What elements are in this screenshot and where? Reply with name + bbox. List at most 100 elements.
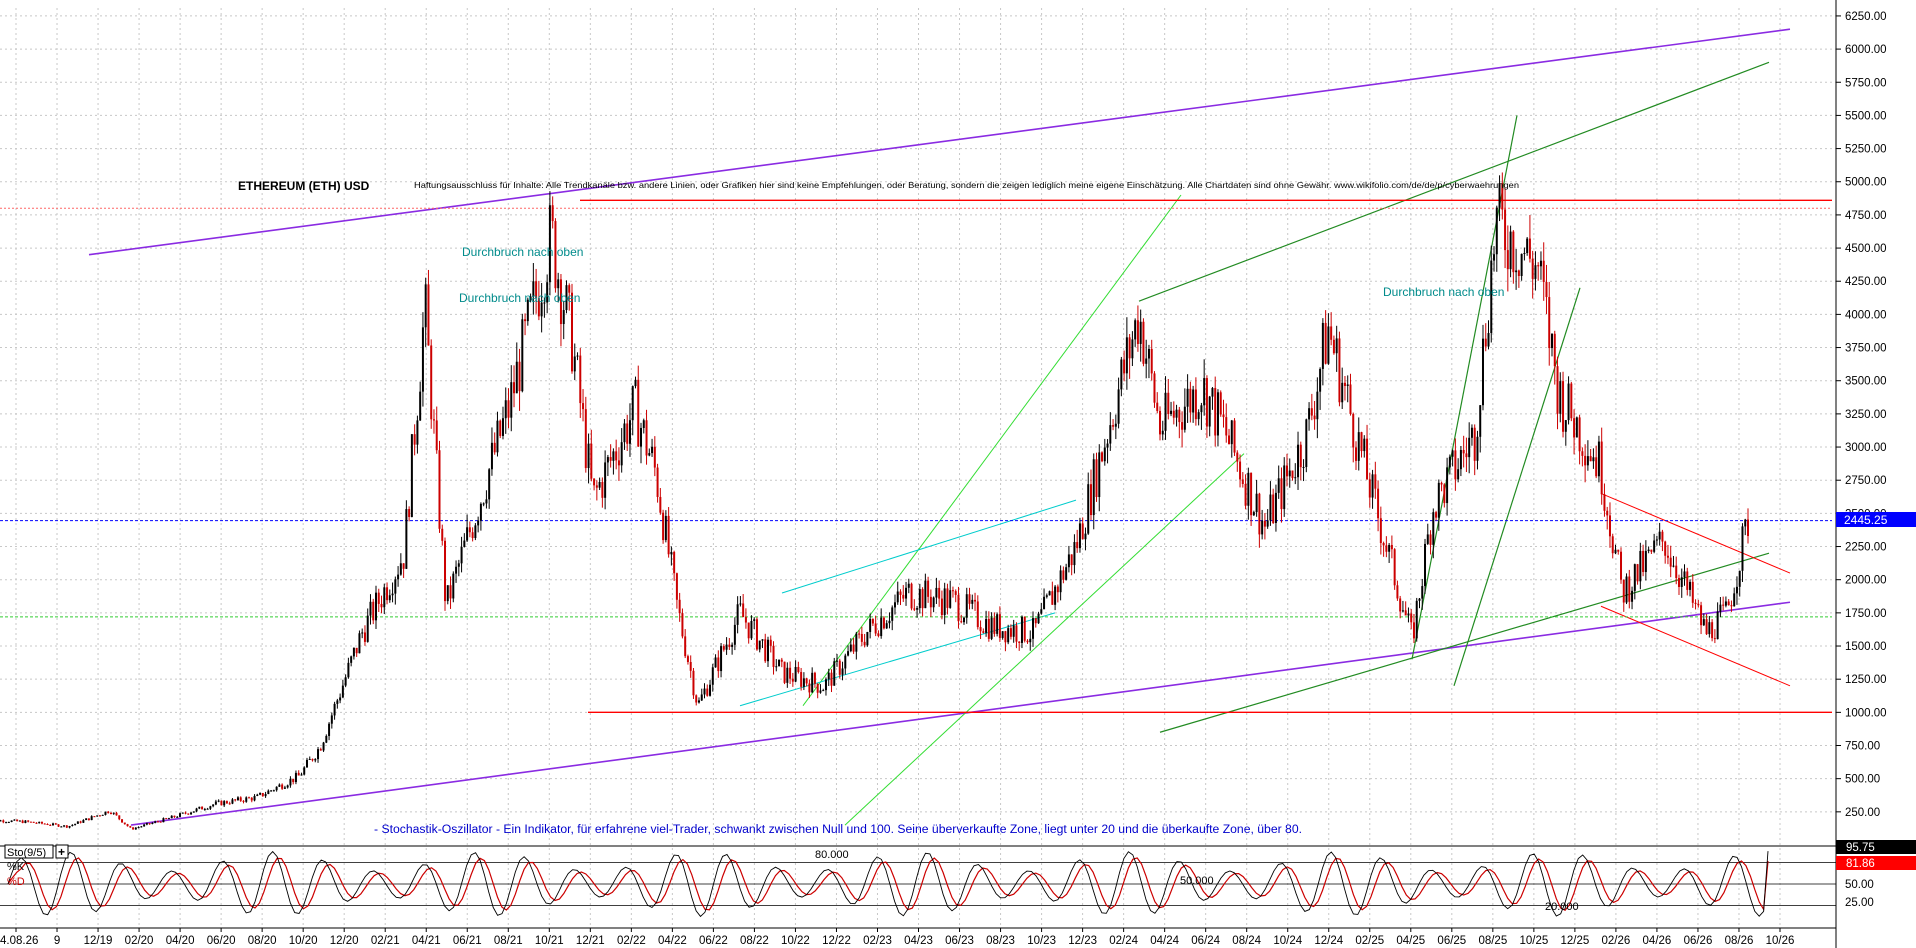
candle-body — [1366, 438, 1369, 480]
candle-body — [1065, 567, 1068, 580]
candle-body — [1385, 545, 1388, 552]
candle-body — [115, 812, 118, 816]
candle-body — [256, 794, 259, 796]
candle-body — [540, 302, 543, 317]
candle-body — [628, 420, 631, 444]
candle-body — [424, 284, 427, 328]
candle-body — [363, 632, 366, 642]
candle-body — [1255, 493, 1258, 513]
panel-toggle-button[interactable] — [55, 844, 69, 859]
x-tick-label: 10/23 — [1027, 935, 1056, 947]
d-value-label: 81.86 — [1846, 858, 1875, 870]
candle-body — [1697, 603, 1700, 606]
candle-body — [1407, 613, 1410, 616]
chart-title: ETHEREUM (ETH) USD — [238, 179, 370, 193]
candle-body — [711, 667, 714, 685]
candle-body — [1371, 474, 1374, 498]
candle-body — [1056, 586, 1059, 593]
candle-body — [1316, 391, 1319, 420]
candle-body — [104, 811, 107, 815]
candle-body — [1440, 482, 1443, 485]
candle-body — [617, 460, 620, 466]
candle-body — [170, 815, 173, 819]
candle-body — [76, 821, 79, 824]
candle-body — [1506, 250, 1509, 270]
candle-body — [444, 540, 447, 602]
candle-body — [935, 587, 938, 598]
candle-body — [1034, 618, 1037, 624]
candle-body — [1330, 326, 1333, 340]
candle-body — [1123, 359, 1126, 374]
candle-body — [1101, 452, 1104, 462]
candle-body — [733, 624, 736, 645]
candle-body — [918, 589, 921, 609]
candle-body — [474, 525, 477, 539]
candle-body — [455, 566, 458, 574]
candle-body — [1112, 425, 1115, 427]
candle-body — [1708, 622, 1711, 635]
candle-body — [490, 442, 493, 470]
candle-body — [435, 420, 438, 451]
candle-body — [1581, 451, 1584, 456]
candle-body — [1578, 417, 1581, 452]
candle-body — [366, 615, 369, 642]
candle-body — [662, 512, 665, 541]
candle-body — [728, 644, 731, 647]
candle-body — [1338, 338, 1341, 403]
candle-body — [1495, 207, 1498, 255]
x-tick-label: 08/23 — [986, 935, 1015, 947]
candle-body — [1070, 554, 1073, 566]
candle-body — [648, 453, 651, 456]
candle-body — [292, 778, 295, 783]
candle-body — [761, 639, 764, 641]
candle-body — [1487, 333, 1490, 347]
candle-body — [1713, 638, 1716, 640]
candle-body — [281, 784, 284, 789]
candle-body — [877, 633, 880, 637]
candle-body — [615, 451, 618, 461]
candle-body — [1272, 494, 1275, 523]
candle-body — [223, 801, 226, 806]
candle-body — [554, 221, 557, 289]
candle-body — [882, 617, 885, 629]
candle-body — [593, 478, 596, 486]
candle-body — [1628, 576, 1631, 602]
candle-body — [1437, 482, 1440, 518]
candle-body — [940, 598, 943, 616]
candle-body — [537, 298, 540, 317]
candle-body — [1103, 447, 1106, 462]
candle-body — [847, 651, 850, 656]
y-tick-label: 3250.00 — [1845, 409, 1887, 421]
candle-body — [559, 279, 562, 325]
candle-body — [181, 812, 184, 814]
candle-body — [496, 420, 499, 453]
candle-body — [1509, 231, 1512, 270]
candle-body — [689, 661, 692, 671]
candle-body — [16, 819, 19, 822]
candle-body — [1142, 321, 1145, 364]
candle-body — [943, 588, 946, 616]
candle-body — [1032, 618, 1035, 639]
candle-body — [1299, 444, 1302, 468]
candle-body — [819, 690, 822, 693]
candle-body — [1639, 550, 1642, 582]
candle-body — [789, 667, 792, 679]
trendlines — [88, 28, 1791, 826]
candle-body — [1523, 253, 1526, 255]
candle-body — [427, 284, 430, 346]
candle-body — [477, 520, 480, 526]
candle-body — [1156, 402, 1159, 411]
candle-body — [1611, 536, 1614, 554]
x-tick-label: 24.08.26 — [0, 935, 38, 947]
candle-body — [1526, 238, 1529, 254]
candle-body — [504, 400, 507, 419]
candle-body — [1719, 604, 1722, 612]
candle-body — [430, 345, 433, 420]
candle-body — [1625, 576, 1628, 603]
x-tick-label: 02/23 — [863, 935, 892, 947]
candle-body — [1134, 320, 1137, 340]
candle-body — [1244, 483, 1247, 506]
x-tick-label: 12/24 — [1314, 935, 1343, 947]
candle-body — [372, 601, 375, 621]
candle-body — [1095, 459, 1098, 498]
